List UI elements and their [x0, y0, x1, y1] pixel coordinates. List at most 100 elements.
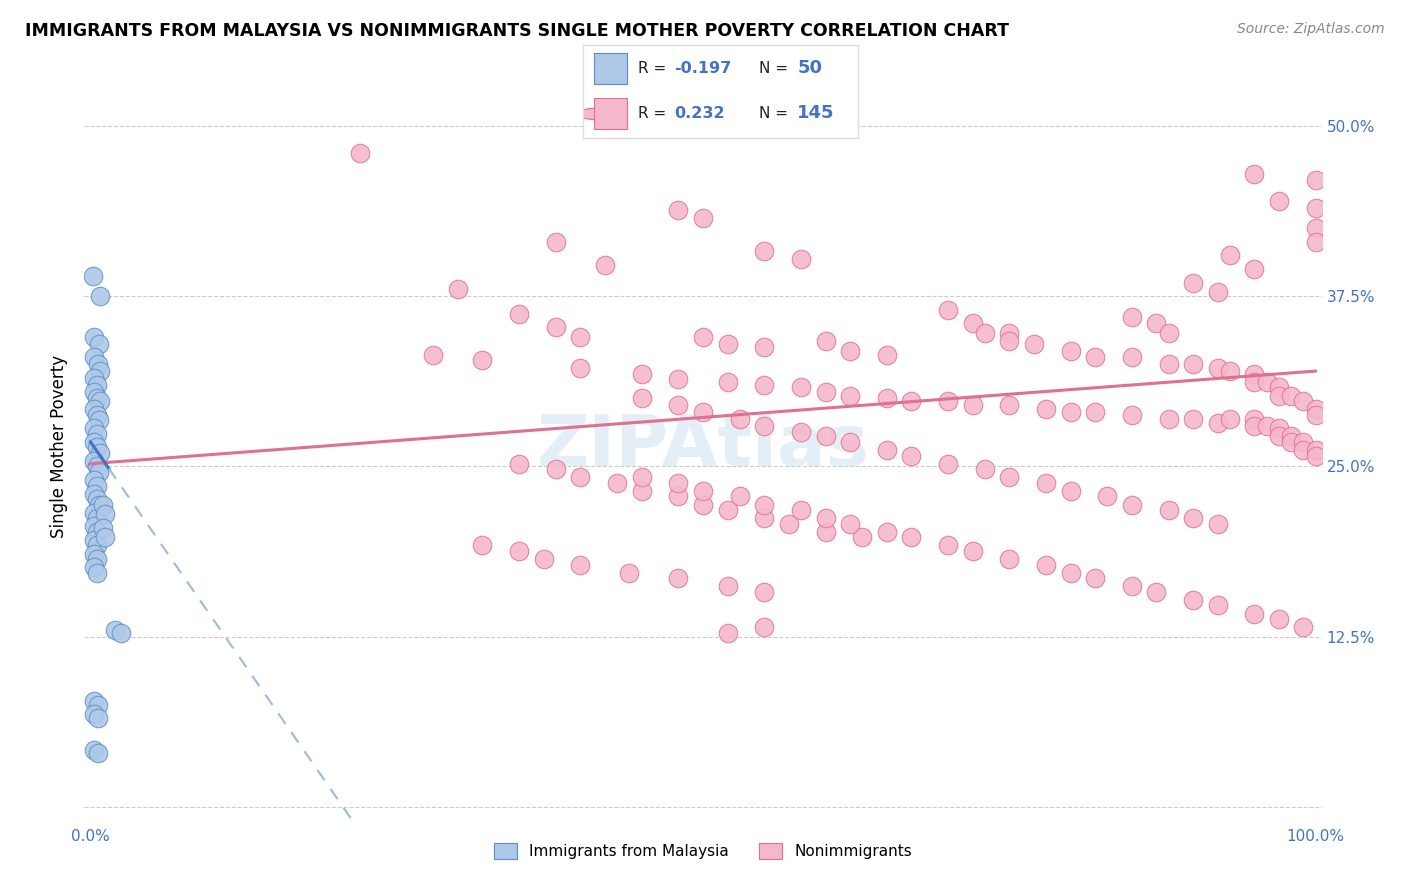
Point	[83, 402, 105, 417]
Point	[508, 307, 530, 321]
Point	[668, 203, 690, 218]
Point	[1292, 394, 1315, 409]
Point	[83, 519, 105, 533]
Point	[544, 320, 567, 334]
Point	[544, 462, 567, 476]
Point	[1305, 449, 1327, 463]
Point	[973, 326, 995, 340]
Point	[1035, 402, 1057, 417]
Point	[900, 394, 922, 409]
Point	[1268, 388, 1291, 402]
Point	[83, 473, 105, 487]
Point	[1059, 343, 1081, 358]
Point	[83, 506, 105, 520]
Point	[1256, 418, 1278, 433]
Point	[1206, 599, 1229, 613]
Point	[91, 521, 114, 535]
Point	[569, 361, 592, 376]
Legend: Immigrants from Malaysia, Nonimmigrants: Immigrants from Malaysia, Nonimmigrants	[488, 838, 918, 865]
Point	[606, 475, 628, 490]
Point	[1243, 607, 1265, 621]
Point	[1305, 235, 1327, 249]
Point	[86, 377, 108, 392]
Point	[86, 459, 108, 474]
Point	[716, 375, 738, 389]
Point	[1292, 443, 1315, 458]
Point	[83, 547, 105, 561]
Point	[1121, 310, 1143, 324]
Point	[1182, 411, 1205, 425]
Point	[86, 511, 108, 525]
Point	[83, 330, 105, 344]
Point	[900, 449, 922, 463]
Point	[447, 282, 470, 296]
Point	[1256, 375, 1278, 389]
Point	[1121, 351, 1143, 365]
Circle shape	[578, 108, 612, 120]
Point	[1305, 221, 1327, 235]
Point	[1182, 357, 1205, 371]
Point	[1305, 408, 1327, 422]
Point	[716, 503, 738, 517]
Point	[716, 625, 738, 640]
Point	[1243, 418, 1265, 433]
Point	[1121, 408, 1143, 422]
Point	[87, 698, 110, 712]
Point	[1305, 173, 1327, 187]
Point	[1182, 511, 1205, 525]
Point	[962, 544, 984, 558]
Point	[998, 470, 1021, 484]
Point	[83, 560, 105, 574]
Point	[1305, 443, 1327, 458]
Point	[1144, 317, 1167, 331]
Point	[544, 235, 567, 249]
Point	[94, 530, 117, 544]
Point	[89, 394, 111, 409]
Point	[86, 441, 108, 455]
Point	[83, 533, 105, 547]
Text: Source: ZipAtlas.com: Source: ZipAtlas.com	[1237, 22, 1385, 37]
Point	[630, 483, 652, 498]
Point	[962, 317, 984, 331]
Point	[851, 530, 873, 544]
Point	[86, 478, 108, 492]
Point	[82, 268, 104, 283]
Point	[692, 405, 714, 419]
Point	[692, 330, 714, 344]
Point	[1059, 405, 1081, 419]
Text: -0.197: -0.197	[673, 61, 731, 76]
Point	[668, 490, 690, 504]
Point	[83, 434, 105, 449]
Point	[1084, 351, 1107, 365]
Text: N =: N =	[759, 61, 793, 76]
Point	[86, 524, 108, 539]
Point	[87, 465, 110, 479]
Point	[1144, 584, 1167, 599]
Point	[876, 392, 898, 406]
Point	[1279, 429, 1302, 443]
Point	[716, 336, 738, 351]
Point	[876, 524, 898, 539]
Point	[630, 392, 652, 406]
Point	[83, 384, 105, 399]
Point	[692, 483, 714, 498]
Point	[1157, 411, 1180, 425]
Point	[728, 411, 751, 425]
Point	[349, 146, 371, 161]
Point	[1243, 375, 1265, 389]
Point	[1084, 571, 1107, 585]
Point	[533, 552, 555, 566]
Point	[83, 743, 105, 757]
Point	[89, 446, 111, 460]
Point	[778, 516, 800, 531]
Point	[900, 530, 922, 544]
Text: N =: N =	[759, 106, 793, 121]
Point	[814, 384, 837, 399]
Point	[1219, 411, 1241, 425]
Point	[508, 457, 530, 471]
Point	[728, 490, 751, 504]
Point	[87, 498, 110, 512]
Point	[1121, 498, 1143, 512]
Point	[1182, 276, 1205, 290]
Point	[1035, 475, 1057, 490]
